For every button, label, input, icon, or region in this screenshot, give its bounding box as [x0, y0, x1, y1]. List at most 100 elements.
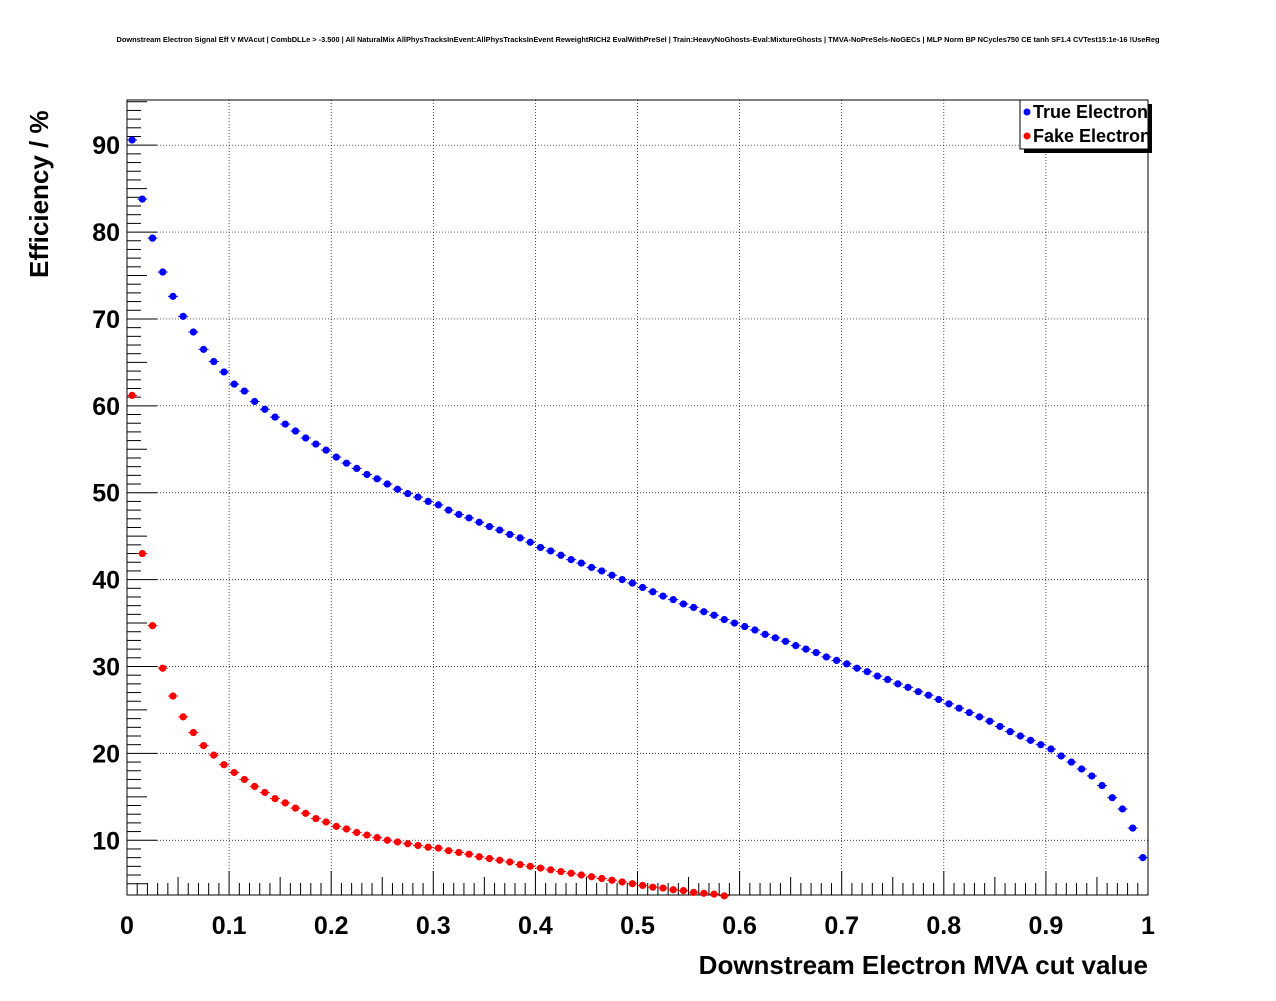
true-electron-point — [843, 660, 851, 668]
true-electron-point — [291, 427, 300, 435]
true-electron-point — [1067, 758, 1076, 766]
true-electron-point — [1078, 765, 1086, 773]
true-electron-point — [506, 530, 514, 539]
true-electron-point — [138, 195, 146, 203]
y-tick-label: 10 — [92, 827, 120, 855]
true-electron-point — [342, 459, 351, 467]
true-electron-point — [873, 672, 882, 680]
true-electron-point — [771, 634, 779, 642]
true-electron-point — [536, 543, 545, 552]
fake-electron-point — [608, 876, 616, 884]
true-electron-point — [1047, 745, 1055, 753]
fake-electron-point — [679, 887, 688, 895]
fake-electron-point — [281, 799, 289, 807]
fake-electron-point — [404, 840, 412, 848]
fake-electron-point — [465, 850, 473, 858]
fake-electron-point — [210, 751, 218, 759]
fake-electron-point — [332, 822, 340, 830]
true-electron-point — [475, 518, 483, 526]
true-electron-point — [1006, 728, 1014, 736]
grid — [127, 100, 1148, 895]
true-electron-point — [445, 506, 453, 514]
true-electron-point — [1016, 732, 1024, 740]
true-electron-point — [332, 453, 340, 461]
x-tick-label: 0.9 — [1029, 912, 1064, 940]
fake-electron-point — [516, 860, 524, 869]
true-electron-point — [649, 588, 657, 596]
true-electron-point — [884, 675, 892, 684]
true-electron-point — [669, 595, 677, 604]
true-electron-point — [904, 683, 912, 691]
y-tick-label: 40 — [92, 567, 120, 595]
fake-electron-point — [710, 890, 718, 898]
fake-electron-point — [506, 858, 514, 866]
fake-electron-point — [363, 831, 371, 839]
x-tick-label: 0 — [120, 912, 134, 940]
y-tick-label: 20 — [92, 740, 120, 768]
true-electron-point — [465, 514, 473, 522]
true-electron-point — [363, 470, 371, 479]
true-electron-point — [148, 234, 157, 242]
x-axis-label: Downstream Electron MVA cut value — [699, 950, 1148, 980]
true-electron-point — [1129, 824, 1137, 832]
legend-marker-true — [1023, 108, 1031, 116]
true-electron-point — [741, 622, 749, 631]
fake-electron-point — [587, 873, 596, 881]
x-tick-label: 0.6 — [722, 912, 757, 940]
fake-electron-point — [261, 788, 269, 797]
true-electron-point — [914, 688, 922, 696]
legend-label-true: True Electron — [1033, 102, 1148, 122]
true-electron-point — [832, 656, 841, 665]
true-electron-point — [894, 680, 902, 688]
true-electron-point — [414, 493, 422, 501]
fake-electron-point — [342, 825, 351, 833]
true-electron-point — [485, 523, 494, 531]
legend: True Electron Fake Electron — [1019, 99, 1152, 153]
y-tick-label: 90 — [92, 132, 120, 160]
true-electron-point — [353, 464, 361, 472]
true-electron-point — [383, 480, 391, 488]
fake-electron-point — [455, 848, 463, 857]
data-points — [127, 136, 1148, 900]
true-electron-point — [1026, 736, 1035, 744]
x-tick-label: 0.2 — [314, 912, 349, 940]
fake-electron-point — [649, 883, 657, 891]
fake-electron-point — [639, 881, 647, 890]
true-electron-point — [179, 312, 187, 320]
true-electron-point — [577, 559, 585, 567]
fake-electron-point — [690, 888, 698, 896]
true-electron-point — [1037, 741, 1045, 749]
true-electron-point — [567, 556, 575, 564]
true-electron-point — [618, 576, 626, 584]
fake-electron-point — [598, 874, 606, 883]
axis-ticks: 0 0.1 0.2 0.3 0.4 0.5 0.6 0.7 0.8 0.9 1 10 20 30 40 50 6… — [92, 101, 1155, 940]
true-electron-point — [302, 434, 310, 442]
fake-electron-point — [271, 794, 279, 803]
true-electron-point — [945, 700, 953, 708]
legend-label-fake: Fake Electron — [1033, 126, 1151, 146]
true-electron-point — [230, 380, 238, 388]
fake-electron-point — [445, 847, 453, 855]
true-electron-point — [690, 603, 698, 612]
fake-electron-point — [230, 768, 238, 777]
x-tick-label: 0.8 — [926, 912, 961, 940]
true-electron-point — [792, 642, 800, 650]
fake-electron-point — [547, 866, 555, 874]
y-tick-label: 30 — [92, 653, 120, 681]
fake-electron-point — [159, 664, 167, 672]
x-tick-label: 1 — [1141, 912, 1155, 940]
true-electron-point — [924, 691, 933, 699]
chart-title: Downstream Electron Signal Eff V MVAcut … — [117, 35, 1160, 44]
true-electron-point — [220, 368, 228, 376]
true-electron-point — [1088, 772, 1096, 780]
fake-electron-point — [669, 886, 677, 894]
y-tick-label: 60 — [92, 393, 120, 421]
true-electron-point — [853, 664, 861, 672]
true-electron-point — [189, 328, 197, 336]
true-electron-point — [679, 600, 688, 608]
fake-electron-point — [475, 853, 483, 861]
true-electron-point — [1108, 794, 1116, 802]
true-electron-point — [1118, 805, 1127, 813]
true-electron-point — [812, 648, 820, 657]
